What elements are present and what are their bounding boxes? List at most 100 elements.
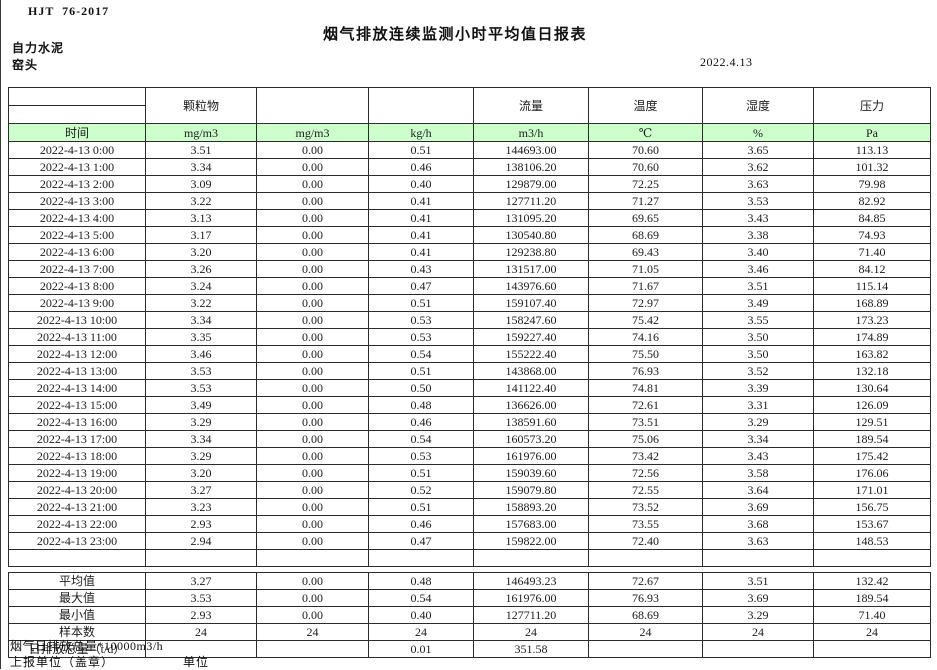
value-cell: 0.51 xyxy=(368,362,474,380)
summary-table: 平均值 3.27 0.00 0.48 146493.23 72.67 3.51 132.42 最… xyxy=(8,572,931,658)
doc-code: HJT 76-2017 xyxy=(28,4,110,18)
value-cell: 3.29 xyxy=(145,447,257,465)
table-row: 2022-4-13 9:00 3.22 0.00 0.51 159107.40 72.97… xyxy=(8,294,931,312)
empty-cell xyxy=(813,549,931,567)
time-cell: 2022-4-13 16:00 xyxy=(8,413,146,431)
value-cell: 176.06 xyxy=(813,464,931,482)
value-cell: 0.00 xyxy=(256,175,369,193)
value-cell: 3.29 xyxy=(702,413,814,431)
group-header-4: 流量 xyxy=(473,87,589,124)
value-cell: 0.00 xyxy=(256,226,369,244)
time-cell: 2022-4-13 3:00 xyxy=(8,192,146,210)
value-cell: 3.13 xyxy=(145,209,257,227)
summary-value-cell: 24 xyxy=(588,623,703,641)
value-cell: 75.42 xyxy=(588,311,703,329)
value-cell: 127711.20 xyxy=(473,192,589,210)
table-row: 2022-4-13 19:00 3.20 0.00 0.51 159039.60 72.5… xyxy=(8,464,931,482)
value-cell: 0.53 xyxy=(368,328,474,346)
value-cell: 71.27 xyxy=(588,192,703,210)
value-cell: 0.00 xyxy=(256,311,369,329)
group-header-blank-3 xyxy=(368,87,474,124)
time-cell: 2022-4-13 13:00 xyxy=(8,362,146,380)
value-cell: 129879.00 xyxy=(473,175,589,193)
group-header-5: 温度 xyxy=(588,87,703,124)
value-cell: 3.50 xyxy=(702,328,814,346)
unit-header-3: kg/h xyxy=(368,123,474,142)
summary-row: 最大值 3.53 0.00 0.54 161976.00 76.93 3.69 189.54 xyxy=(8,589,931,607)
value-cell: 0.00 xyxy=(256,294,369,312)
value-cell: 155222.40 xyxy=(473,345,589,363)
value-cell: 75.50 xyxy=(588,345,703,363)
value-cell: 2.94 xyxy=(145,532,257,550)
value-cell: 157683.00 xyxy=(473,515,589,533)
value-cell: 175.42 xyxy=(813,447,931,465)
company-name: 自力水泥 xyxy=(12,41,65,55)
value-cell: 72.25 xyxy=(588,175,703,193)
time-column-header: 时间 xyxy=(8,123,146,142)
value-cell: 79.98 xyxy=(813,175,931,193)
page-title: 烟气排放连续监测小时平均值日报表 xyxy=(322,27,587,43)
value-cell: 0.46 xyxy=(368,515,474,533)
value-cell: 138591.60 xyxy=(473,413,589,431)
table-row: 2022-4-13 20:00 3.27 0.00 0.52 159079.80 72.5… xyxy=(8,481,931,499)
value-cell: 3.64 xyxy=(702,481,814,499)
time-cell: 2022-4-13 9:00 xyxy=(8,294,146,312)
value-cell: 148.53 xyxy=(813,532,931,550)
summary-value-cell: 3.29 xyxy=(702,606,814,624)
value-cell: 72.61 xyxy=(588,396,703,414)
value-cell: 74.93 xyxy=(813,226,931,244)
unit-header-row: 时间 mg/m3 mg/m3 kg/h m3/h ℃% Pa xyxy=(8,123,931,142)
summary-value-cell: 3.51 xyxy=(702,572,814,590)
value-cell: 115.14 xyxy=(813,277,931,295)
value-cell: 71.05 xyxy=(588,260,703,278)
value-cell: 3.53 xyxy=(145,362,257,380)
summary-value-cell: 3.53 xyxy=(145,589,257,607)
value-cell: 0.00 xyxy=(256,362,369,380)
time-cell: 2022-4-13 2:00 xyxy=(8,175,146,193)
value-cell: 0.41 xyxy=(368,243,474,261)
value-cell: 141122.40 xyxy=(473,379,589,397)
table-row: 2022-4-13 16:00 3.29 0.00 0.46 138591.60 73.5… xyxy=(8,413,931,431)
time-cell: 2022-4-13 4:00 xyxy=(8,209,146,227)
table-row: 2022-4-13 13:00 3.53 0.00 0.51 143868.00 76.9… xyxy=(8,362,931,380)
summary-value-cell: 71.40 xyxy=(813,606,931,624)
summary-value-cell: 3.27 xyxy=(145,572,257,590)
value-cell: 3.24 xyxy=(145,277,257,295)
page-left-edge xyxy=(0,0,1,669)
empty-cell xyxy=(256,549,369,567)
value-cell: 0.00 xyxy=(256,277,369,295)
summary-value-cell: 0.00 xyxy=(256,572,369,590)
table-row: 2022-4-13 23:00 2.94 0.00 0.47 159822.00 72.4… xyxy=(8,532,931,550)
value-cell: 3.58 xyxy=(702,464,814,482)
value-cell: 174.89 xyxy=(813,328,931,346)
value-cell: 3.17 xyxy=(145,226,257,244)
table-row: 2022-4-13 8:00 3.24 0.00 0.47 143976.60 71.67… xyxy=(8,277,931,295)
value-cell: 3.40 xyxy=(702,243,814,261)
table-row: 2022-4-13 4:00 3.13 0.00 0.41 131095.20 69.65… xyxy=(8,209,931,227)
value-cell: 3.34 xyxy=(702,430,814,448)
value-cell: 0.51 xyxy=(368,498,474,516)
value-cell: 3.43 xyxy=(702,447,814,465)
value-cell: 159822.00 xyxy=(473,532,589,550)
value-cell: 0.00 xyxy=(256,447,369,465)
value-cell: 3.55 xyxy=(702,311,814,329)
report-table-area: 颗粒物 流量 温度 湿度 压力 时间 mg/m3 mg/m3 kg/h m3/h ℃% Pa 2022-… xyxy=(8,87,931,658)
value-cell: 159039.60 xyxy=(473,464,589,482)
value-cell: 0.54 xyxy=(368,345,474,363)
value-cell: 74.16 xyxy=(588,328,703,346)
table-row: 2022-4-13 18:00 3.29 0.00 0.53 161976.00 73.4… xyxy=(8,447,931,465)
empty-cell xyxy=(473,549,589,567)
value-cell: 126.09 xyxy=(813,396,931,414)
value-cell: 73.52 xyxy=(588,498,703,516)
empty-cell xyxy=(588,549,703,567)
value-cell: 113.13 xyxy=(813,141,931,159)
value-cell: 3.46 xyxy=(702,260,814,278)
value-cell: 0.41 xyxy=(368,226,474,244)
time-cell: 2022-4-13 12:00 xyxy=(8,345,146,363)
value-cell: 0.41 xyxy=(368,209,474,227)
value-cell: 156.75 xyxy=(813,498,931,516)
value-cell: 153.67 xyxy=(813,515,931,533)
time-cell: 2022-4-13 6:00 xyxy=(8,243,146,261)
value-cell: 0.51 xyxy=(368,294,474,312)
summary-label-cell: 最大值 xyxy=(8,589,146,607)
